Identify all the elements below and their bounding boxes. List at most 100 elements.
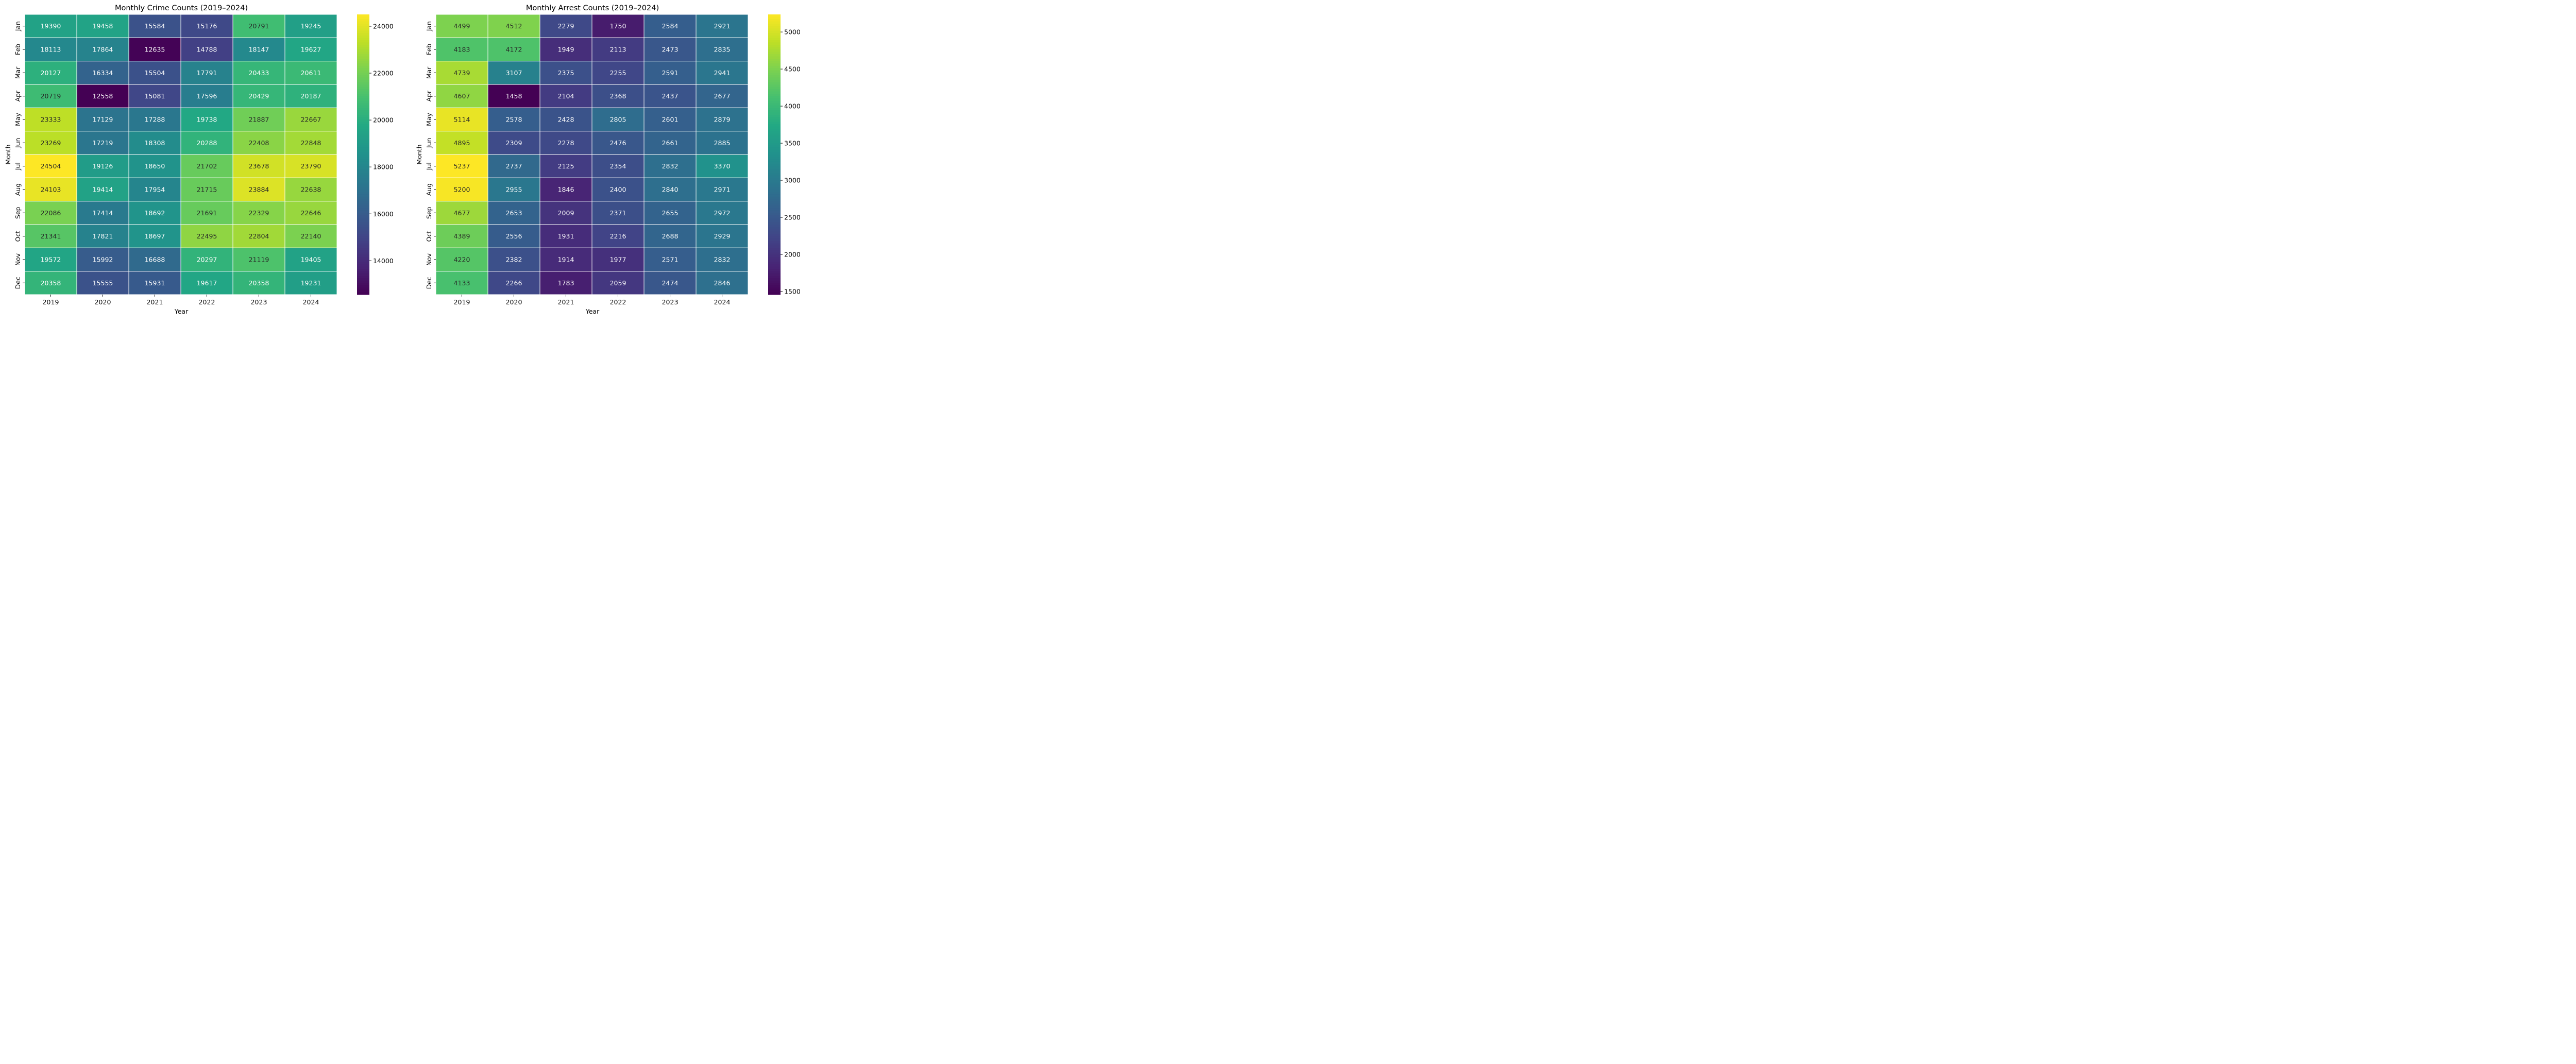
cell-value-label: 2677 — [714, 92, 731, 100]
colorbar-segment — [357, 117, 369, 120]
heatmap-cell — [539, 224, 592, 248]
cell-value-label: 22140 — [301, 232, 321, 240]
cell-value-label: 22408 — [249, 139, 269, 147]
heatmap-cell — [591, 271, 645, 295]
colorbar-segment — [357, 26, 369, 29]
colorbar-segment — [357, 280, 369, 283]
cell-value-label: 2653 — [506, 209, 522, 217]
colorbar-tick-label: 16000 — [373, 210, 394, 218]
cell-value-label: 22848 — [301, 139, 321, 147]
cell-value-label: 17219 — [93, 139, 113, 147]
colorbar-segment — [768, 100, 781, 104]
cell-value-label: 21119 — [249, 256, 269, 264]
colorbar-tick-label: 18000 — [373, 163, 394, 171]
colorbar-segment — [357, 276, 369, 279]
cell-value-label: 20611 — [301, 69, 321, 77]
y-tick-label: Apr — [14, 90, 22, 101]
colorbar-segment — [768, 35, 781, 38]
colorbar-segment — [768, 79, 781, 83]
colorbar-tick-label: 2500 — [784, 214, 801, 221]
colorbar-segment — [768, 96, 781, 99]
colorbar-segment — [357, 180, 369, 183]
colorbar-segment — [768, 75, 781, 78]
colorbar-segment — [357, 168, 369, 171]
colorbar-segment — [768, 91, 781, 94]
y-tick-label: Mar — [14, 66, 22, 79]
colorbar-segment — [357, 135, 369, 139]
heatmap-cell — [232, 247, 285, 272]
colorbar-segment — [768, 199, 781, 202]
colorbar-segment — [768, 182, 781, 185]
colorbar-segment — [768, 68, 781, 71]
colorbar-segment — [768, 16, 781, 20]
colorbar-segment — [357, 47, 369, 50]
cell-value-label: 2476 — [610, 139, 626, 147]
colorbar-segment — [357, 103, 369, 106]
crime-colorbar: 14000 16000 18000 20000 22000 24000 — [357, 14, 394, 295]
heatmap-cell — [487, 271, 540, 295]
colorbar-segment — [768, 117, 781, 120]
cell-value-label: 2125 — [558, 162, 574, 170]
colorbar-segment — [768, 254, 781, 258]
x-tick-label: 2024 — [714, 298, 731, 306]
colorbar-segment — [357, 40, 369, 43]
heatmap-cell — [76, 14, 129, 38]
colorbar-segment — [768, 243, 781, 246]
heatmap-cell — [435, 201, 488, 225]
colorbar-segment — [357, 24, 369, 27]
colorbar-segment — [768, 201, 781, 204]
cell-value-label: 2688 — [662, 232, 679, 240]
colorbar-segment — [768, 222, 781, 225]
colorbar-segment — [357, 35, 369, 38]
heatmap-cell — [76, 247, 129, 272]
heatmap-cell — [284, 154, 337, 178]
colorbar-segment — [357, 187, 369, 190]
colorbar-segment — [357, 28, 369, 31]
colorbar-segment — [357, 184, 369, 188]
colorbar-segment — [357, 161, 369, 164]
cell-value-label: 2840 — [662, 186, 679, 194]
cell-value-label: 18147 — [249, 46, 269, 54]
heatmap-cell — [76, 84, 129, 108]
x-tick-label: 2022 — [199, 298, 215, 306]
cell-value-label: 2921 — [714, 22, 731, 30]
cell-value-label: 4183 — [454, 46, 470, 54]
colorbar-segment — [357, 196, 369, 199]
cell-value-label: 2400 — [610, 186, 626, 194]
heatmap-cell — [128, 37, 181, 62]
heatmap-cell — [696, 131, 749, 155]
heatmap-cell — [487, 84, 540, 108]
y-tick-label: Nov — [14, 253, 22, 266]
colorbar-segment — [357, 59, 369, 62]
cell-value-label: 2473 — [662, 46, 679, 54]
cell-value-label: 18308 — [145, 139, 165, 147]
colorbar-segment — [357, 229, 369, 232]
cell-value-label: 2955 — [506, 186, 522, 194]
x-tick-label: 2019 — [454, 298, 470, 306]
colorbar-segment — [357, 260, 369, 263]
colorbar-segment — [768, 213, 781, 216]
cell-value-label: 1458 — [506, 92, 522, 100]
cell-value-label: 5237 — [454, 162, 470, 170]
arrest-heatmap-cells — [435, 14, 749, 295]
cell-value-label: 21715 — [197, 186, 217, 194]
heatmap-cell — [643, 131, 697, 155]
heatmap-cell — [435, 224, 488, 248]
cell-value-label: 19617 — [197, 279, 217, 287]
colorbar-segment — [768, 147, 781, 150]
colorbar-segment — [768, 292, 781, 295]
arrest-colorbar: 1500 2000 2500 3000 3500 4000 4500 5000 — [768, 14, 801, 295]
colorbar-segment — [357, 19, 369, 22]
heatmap-cell — [76, 61, 129, 85]
colorbar-segment — [357, 112, 369, 115]
colorbar-segment — [768, 110, 781, 113]
heatmap-cell — [180, 177, 233, 202]
colorbar-segment — [768, 231, 781, 234]
heatmap-cell — [76, 107, 129, 132]
heatmap-cell — [643, 107, 697, 132]
cell-value-label: 2255 — [610, 69, 626, 77]
arrest-heatmap-panel: Monthly Arrest Counts (2019–2024) Year M… — [415, 4, 801, 315]
colorbar-segment — [768, 112, 781, 115]
colorbar-segment — [768, 19, 781, 22]
colorbar-segment — [768, 175, 781, 178]
